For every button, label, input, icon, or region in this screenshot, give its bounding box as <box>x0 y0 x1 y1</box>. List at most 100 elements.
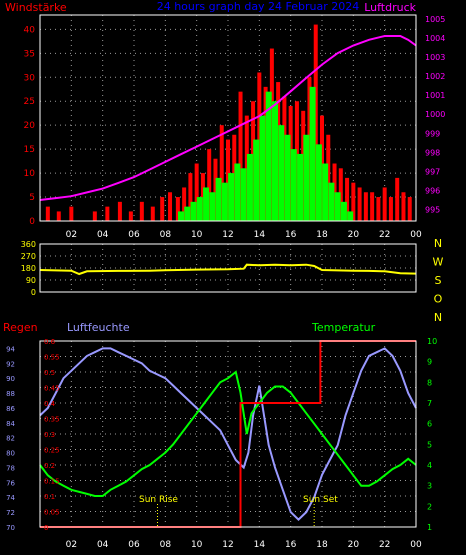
wind-average-bar <box>290 149 297 221</box>
temperature-tick-label: 1 <box>427 523 432 532</box>
x-tick-label: 06 <box>128 230 140 240</box>
pressure-tick-label: 1000 <box>425 110 445 119</box>
pressure-tick-label: 1001 <box>425 91 445 100</box>
wind-gust-bar <box>182 187 187 221</box>
p3-frame <box>39 340 417 528</box>
wind-gust-bar <box>207 149 212 221</box>
rain-tick-label: 0.1 <box>44 493 55 501</box>
x-tick-label: 02 <box>66 230 77 240</box>
wind-gust-bar <box>326 134 331 221</box>
wind-gust-bar <box>345 177 350 221</box>
wind-gust-bar <box>200 173 205 221</box>
wind-gust-bar <box>382 187 387 221</box>
sun-rise-label: Sun Rise <box>139 495 178 505</box>
rain-tick-label: 0.6 <box>44 338 56 346</box>
x-tick-label: 22 <box>379 540 390 550</box>
pressure-tick-label: 999 <box>425 129 440 138</box>
x-tick-label: 08 <box>160 230 172 240</box>
rain-tick-label: 0.45 <box>44 385 60 393</box>
humidity-tick-label: 70 <box>6 524 15 532</box>
wind-gust-bar <box>244 115 249 221</box>
wind-tick-label: 35 <box>24 49 35 59</box>
pressure-tick-label: 1003 <box>425 53 445 62</box>
wind-gust-bar <box>301 110 306 221</box>
temperature-tick-label: 3 <box>427 482 432 491</box>
wind-gust-bar <box>226 139 230 221</box>
p1-left-ticks: 0 5 10 15 20 25 30 35 40 <box>24 25 36 227</box>
pressure-tick-label: 995 <box>425 206 440 215</box>
rain-tick-label: 0.15 <box>44 478 60 486</box>
humidity-tick-label: 72 <box>6 509 15 517</box>
wind-tick-label: 30 <box>24 73 36 83</box>
wind-gust-bar <box>395 177 400 221</box>
wind-gust-bar <box>168 192 173 221</box>
wind-gust-bar <box>363 192 368 221</box>
wind-gust-bar <box>370 192 375 221</box>
rain-tick-label: 0.2 <box>44 462 55 470</box>
wind-gust-bar <box>251 101 256 221</box>
temperature-ticks: 1 2 3 4 5 6 7 8 9 10 <box>427 337 437 532</box>
wind-tick-label: 0 <box>29 217 35 227</box>
x-tick-label: 16 <box>285 540 297 550</box>
chart-title: 24 hours graph day 24 Februar 2024 <box>157 0 360 13</box>
wind-gust-bar <box>139 201 144 221</box>
wind-gust-bar <box>276 82 281 222</box>
wind-tick-label: 20 <box>24 121 36 131</box>
wind-gust-bar <box>105 206 110 221</box>
wind-average-bar <box>209 192 216 221</box>
wind-average-bar <box>259 115 266 221</box>
wind-gust-bar <box>128 211 133 221</box>
p2-marks <box>39 263 417 276</box>
x-tick-label: 10 <box>191 230 203 240</box>
compass-label: N <box>434 237 442 250</box>
wind-direction-line <box>39 263 417 276</box>
wind-gust-bar <box>338 168 343 221</box>
wind-gust-bar <box>238 91 243 222</box>
wind-average-bar <box>215 177 222 221</box>
wind-gust-bar <box>388 197 393 221</box>
wind-average-bar <box>278 125 285 221</box>
wind-gust-bar <box>351 182 356 221</box>
wind-gust-bar <box>160 197 165 221</box>
wind-gust-bar <box>232 134 237 221</box>
pressure-tick-label: 997 <box>425 167 440 176</box>
rain-tick-label: 0.35 <box>44 416 60 424</box>
temperature-tick-label: 6 <box>427 420 432 429</box>
p2-frame <box>39 243 417 293</box>
x-tick-label: 14 <box>254 230 266 240</box>
temperature-tick-label: 7 <box>427 399 432 408</box>
rain-tick-label: 0.55 <box>44 354 60 362</box>
wind-average-bar <box>221 182 228 221</box>
wind-average-bar <box>184 206 191 221</box>
wind-gust-bar <box>320 115 324 221</box>
x-tick-label: 12 <box>222 230 233 240</box>
rain-tick-label: 0.05 <box>44 509 60 517</box>
wind-average-bar <box>203 187 210 221</box>
x-tick-label: 04 <box>97 230 109 240</box>
direction-tick-label: 360 <box>21 240 36 249</box>
pressure-tick-label: 996 <box>425 186 440 195</box>
wind-gust-bar <box>219 125 224 221</box>
x-tick-label: 20 <box>348 540 360 550</box>
x-tick-label: 00 <box>410 230 422 240</box>
p2-grid <box>40 243 416 293</box>
x-tick-label: 20 <box>348 230 360 240</box>
rain-tick-label: 0 <box>44 524 48 532</box>
humidity-tick-label: 74 <box>6 494 15 502</box>
x-tick-label: 12 <box>222 540 233 550</box>
temperature-line <box>39 370 417 497</box>
wind-gust-bar <box>307 77 312 221</box>
rain-ticks: 0 0.05 0.1 0.15 0.2 0.25 0.3 0.35 0.4 0.45 0.5 0.55… <box>44 338 60 532</box>
wind-tick-label: 15 <box>24 145 35 155</box>
rain-tick-label: 0.25 <box>44 447 60 455</box>
rain-humidity-temperature-panel: 0 0.05 0.1 0.15 0.2 0.25 0.3 0.35 0.4 0.45 0.5 0.55… <box>3 321 437 550</box>
wind-gust-bar <box>407 197 412 221</box>
wind-average-bar <box>297 153 304 221</box>
wind-tick-label: 25 <box>24 97 35 107</box>
wind-tick-label: 5 <box>29 193 35 203</box>
p1-right-ticks: 995 996 997 998 999 1000 1001 1002 1003 1004 1005 <box>425 15 445 215</box>
